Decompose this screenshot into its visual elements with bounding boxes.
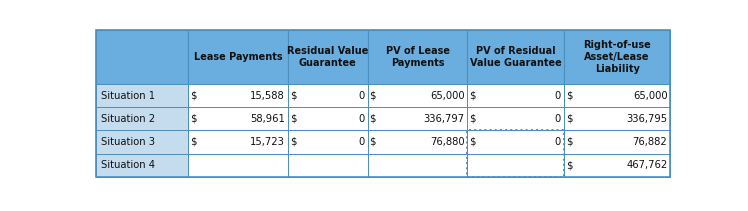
Text: Residual Value
Guarantee: Residual Value Guarantee: [287, 46, 369, 68]
Text: $: $: [289, 137, 296, 147]
Text: Situation 1: Situation 1: [101, 91, 155, 101]
Bar: [288, 30, 368, 84]
Bar: [96, 30, 188, 84]
Text: 0: 0: [555, 137, 561, 147]
Text: $: $: [190, 91, 197, 101]
Bar: [564, 154, 670, 177]
Bar: [368, 154, 468, 177]
Bar: [564, 130, 670, 154]
Text: 0: 0: [555, 91, 561, 101]
Bar: [468, 107, 564, 130]
Text: $: $: [370, 137, 376, 147]
Bar: [188, 130, 288, 154]
Text: Situation 2: Situation 2: [101, 114, 155, 124]
Text: $: $: [469, 114, 476, 124]
Text: 76,880: 76,880: [430, 137, 465, 147]
Text: $: $: [370, 91, 376, 101]
Bar: [368, 30, 468, 84]
Bar: [288, 84, 368, 107]
Bar: [96, 130, 188, 154]
Bar: [368, 130, 468, 154]
Text: PV of Residual
Value Guarantee: PV of Residual Value Guarantee: [470, 46, 562, 68]
Text: 0: 0: [555, 114, 561, 124]
Bar: [564, 30, 670, 84]
Text: $: $: [370, 114, 376, 124]
Bar: [468, 130, 564, 177]
Bar: [288, 130, 368, 154]
Text: $: $: [190, 114, 197, 124]
Bar: [288, 107, 368, 130]
Text: $: $: [565, 137, 572, 147]
Text: 0: 0: [358, 137, 365, 147]
Text: 336,795: 336,795: [626, 114, 667, 124]
Text: Right-of-use
Asset/Lease
Liability: Right-of-use Asset/Lease Liability: [583, 41, 651, 74]
Bar: [564, 84, 670, 107]
Bar: [288, 154, 368, 177]
Text: $: $: [289, 91, 296, 101]
Text: 467,762: 467,762: [626, 160, 667, 170]
Bar: [468, 30, 564, 84]
Bar: [188, 84, 288, 107]
Text: $: $: [469, 137, 476, 147]
Text: $: $: [565, 160, 572, 170]
Text: $: $: [565, 91, 572, 101]
Text: 15,723: 15,723: [250, 137, 285, 147]
Bar: [188, 30, 288, 84]
Bar: [96, 84, 188, 107]
Text: Situation 4: Situation 4: [101, 160, 155, 170]
Text: $: $: [289, 114, 296, 124]
Text: PV of Lease
Payments: PV of Lease Payments: [386, 46, 450, 68]
Text: $: $: [469, 91, 476, 101]
Text: Situation 3: Situation 3: [101, 137, 155, 147]
Bar: [188, 154, 288, 177]
Text: 65,000: 65,000: [633, 91, 667, 101]
Bar: [368, 107, 468, 130]
Bar: [468, 84, 564, 107]
Bar: [564, 107, 670, 130]
Bar: [468, 154, 564, 177]
Text: 76,882: 76,882: [633, 137, 667, 147]
Text: 65,000: 65,000: [430, 91, 465, 101]
Text: $: $: [565, 114, 572, 124]
Text: 336,797: 336,797: [423, 114, 465, 124]
Text: $: $: [190, 137, 197, 147]
Bar: [468, 130, 564, 154]
Text: 0: 0: [358, 91, 365, 101]
Bar: [96, 154, 188, 177]
Text: 58,961: 58,961: [250, 114, 285, 124]
Text: 15,588: 15,588: [251, 91, 285, 101]
Bar: [188, 107, 288, 130]
Bar: [96, 107, 188, 130]
Text: 0: 0: [358, 114, 365, 124]
Text: Lease Payments: Lease Payments: [194, 52, 282, 62]
Bar: [368, 84, 468, 107]
